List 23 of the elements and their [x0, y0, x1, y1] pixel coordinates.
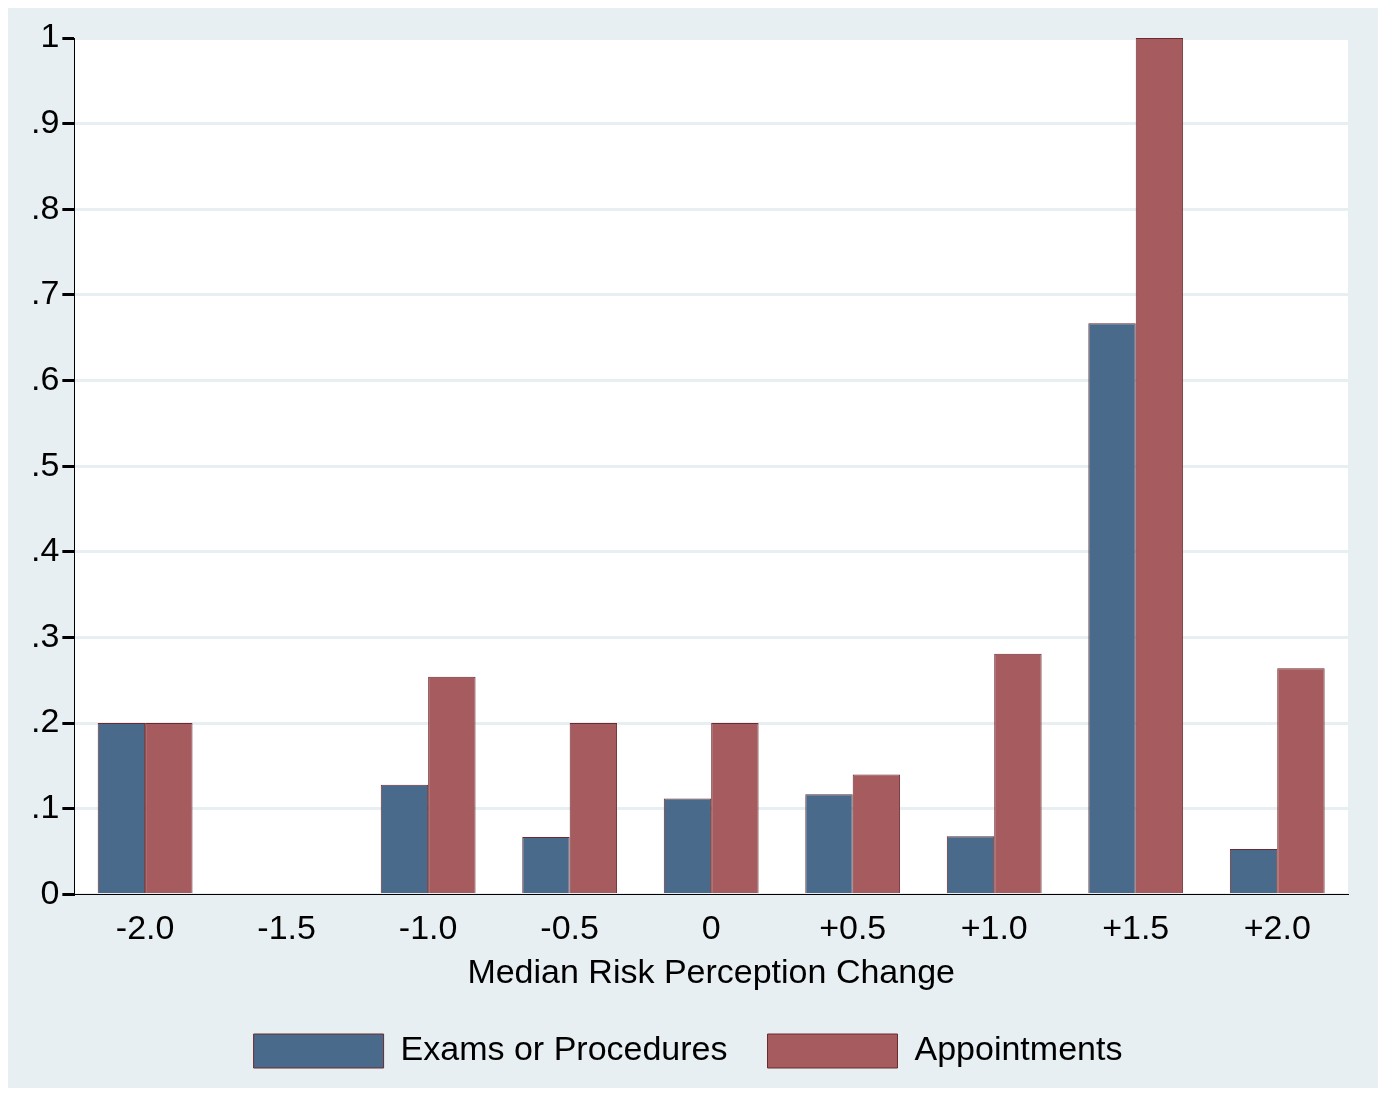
y-tick-label: .4: [31, 530, 60, 569]
y-tick-label: .7: [31, 273, 60, 312]
x-tick-label: +1.5: [1102, 908, 1170, 947]
x-tick-label: -1.5: [257, 908, 316, 947]
x-tick-label: +0.5: [819, 908, 887, 947]
x-tick-label: -2.0: [115, 908, 175, 947]
legend-label: Exams or Procedures: [400, 1029, 728, 1068]
y-tick-label: .3: [31, 615, 60, 654]
legend-label: Appointments: [914, 1029, 1123, 1068]
y-tick-label: 0: [40, 872, 60, 911]
y-tick-label: 1: [40, 16, 60, 55]
x-tick-label: -1.0: [398, 908, 458, 947]
y-tick-label: .2: [31, 701, 60, 740]
x-axis-title: Median Risk Perception Change: [467, 951, 955, 990]
x-tick-label: 0: [701, 908, 721, 947]
x-tick-label: +1.0: [960, 908, 1028, 947]
x-tick-label: +2.0: [1243, 908, 1311, 947]
y-tick-label: .9: [31, 102, 60, 141]
y-tick-label: .5: [31, 444, 60, 483]
y-tick-label: .8: [31, 187, 60, 226]
y-tick-label: .6: [31, 358, 60, 397]
x-tick-label: -0.5: [540, 908, 599, 947]
y-tick-label: .1: [31, 787, 60, 826]
